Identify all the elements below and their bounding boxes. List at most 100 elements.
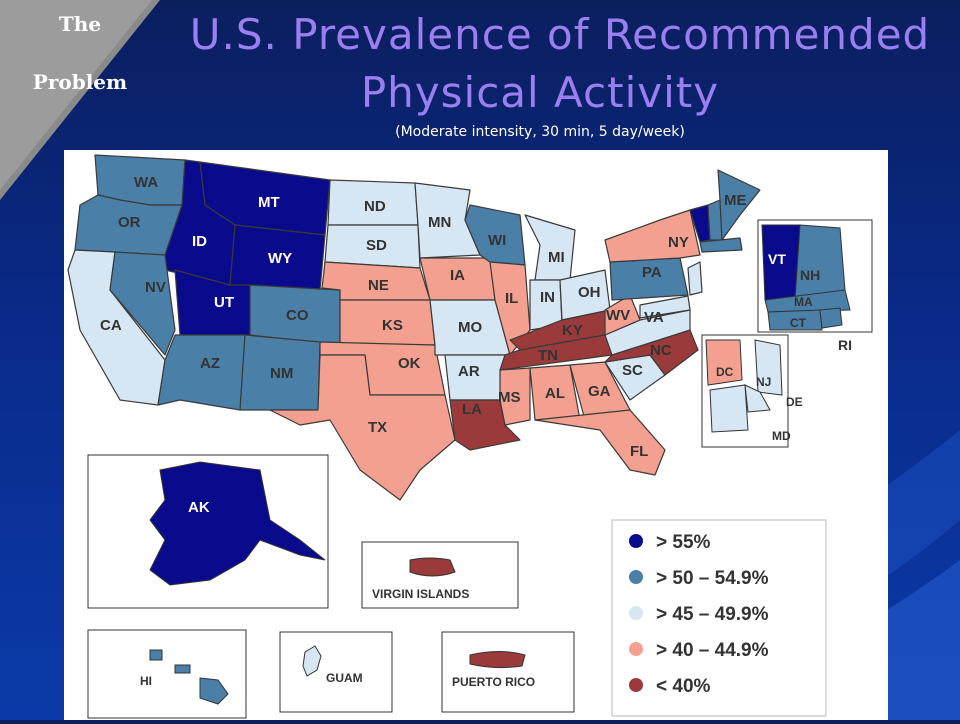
label-ok: OK [398, 355, 421, 372]
state-tx [269, 354, 456, 501]
state-ms [499, 367, 531, 426]
inset-de [744, 384, 771, 413]
label-va: VA [644, 309, 664, 326]
label-ar: AR [458, 363, 480, 380]
page-title-line-2: Physical Activity [360, 68, 720, 117]
label-ia: IA [450, 267, 465, 284]
hawaii-inset: HI [87, 629, 247, 719]
legend-label-1: > 50 – 54.9% [656, 568, 769, 589]
label-nd: ND [364, 198, 386, 215]
corner-tab [0, 0, 160, 200]
label-ut: UT [214, 294, 234, 311]
label-ga: GA [588, 383, 611, 400]
label-ks: KS [382, 317, 403, 334]
state-nj [687, 261, 703, 296]
label-me: ME [724, 192, 747, 209]
legend-swatch-3 [629, 642, 643, 656]
label-oh: OH [578, 284, 601, 301]
us-map: WA OR CA ID NV UT AZ MT WY CO NM ND SD N… [67, 154, 873, 719]
guam-inset: GUAM [279, 631, 393, 713]
label-nc: NC [650, 342, 672, 359]
label-or: OR [118, 214, 141, 231]
label-wy: WY [268, 250, 292, 267]
label-la: LA [462, 401, 482, 418]
label-ne: NE [368, 277, 389, 294]
label-ak: AK [188, 499, 210, 516]
legend: > 55% > 50 – 54.9% > 45 – 49.9% > 40 – 44.9… [611, 519, 827, 717]
label-fl: FL [630, 443, 648, 460]
svg-text:CT: CT [790, 316, 807, 330]
state-hi [149, 649, 229, 705]
label-az: AZ [200, 355, 220, 372]
inset-md [709, 384, 749, 433]
virgin-islands-inset: VIRGIN ISLANDS [361, 541, 519, 609]
label-id: ID [192, 233, 207, 250]
inset-ri [819, 307, 843, 329]
state-fl [534, 409, 666, 476]
svg-text:MD: MD [772, 429, 791, 443]
label-ky: KY [562, 322, 583, 339]
page-subtitle: (Moderate intensity, 30 min, 5 day/week) [395, 124, 685, 140]
northeast-inset: VT NH MA CT RI [757, 219, 873, 353]
state-mi [524, 214, 576, 281]
label-sc: SC [622, 362, 643, 379]
legend-swatch-0 [629, 534, 643, 548]
label-tn: TN [538, 347, 558, 364]
map-panel: WA OR CA ID NV UT AZ MT WY CO NM ND SD N… [64, 150, 888, 720]
label-al: AL [545, 385, 565, 402]
label-mo: MO [458, 319, 482, 336]
label-nv: NV [145, 279, 166, 296]
legend-label-4: < 40% [656, 676, 711, 697]
legend-swatch-2 [629, 606, 643, 620]
state-ny [604, 209, 701, 263]
svg-text:VT: VT [768, 251, 786, 267]
svg-text:NH: NH [800, 267, 820, 283]
page-title-line-1: U.S. Prevalence of Recommended [189, 10, 931, 59]
state-ak [149, 461, 326, 586]
legend-label-3: > 40 – 44.9% [656, 640, 769, 661]
label-guam: GUAM [326, 671, 363, 685]
legend-swatch-4 [629, 678, 643, 692]
label-mt: MT [258, 194, 280, 211]
inset-dc [705, 339, 743, 386]
state-md [639, 295, 691, 319]
puerto-rico-inset: PUERTO RICO [441, 631, 575, 713]
virgin-islands-shape [409, 557, 456, 577]
puerto-rico-shape [469, 651, 526, 669]
state-nv [109, 251, 176, 356]
state-az [157, 334, 246, 411]
alaska-inset: AK [87, 454, 329, 609]
legend-label-2: > 45 – 49.9% [656, 604, 769, 625]
label-nm: NM [270, 365, 293, 382]
label-puerto-rico: PUERTO RICO [452, 675, 535, 689]
label-wv: WV [606, 307, 630, 324]
label-mn: MN [428, 214, 451, 231]
guam-shape [302, 645, 322, 677]
state-ma [699, 237, 743, 253]
label-sd: SD [366, 237, 387, 254]
legend-swatch-1 [629, 570, 643, 584]
label-in: IN [540, 289, 555, 306]
label-co: CO [286, 307, 309, 324]
label-pa: PA [642, 264, 662, 281]
label-tx: TX [368, 419, 387, 436]
svg-text:DC: DC [716, 365, 734, 379]
corner-label-the: The [58, 12, 102, 36]
state-wv [604, 294, 641, 336]
label-wa: WA [134, 174, 158, 191]
state-me [717, 169, 761, 241]
svg-text:NJ: NJ [756, 375, 771, 389]
corner-label-problem: Problem [32, 70, 128, 94]
inset-nj [754, 339, 783, 396]
label-virgin-islands: VIRGIN ISLANDS [372, 587, 469, 601]
svg-text:DE: DE [786, 395, 803, 409]
legend-label-0: > 55% [656, 532, 711, 553]
label-wi: WI [488, 232, 506, 249]
inset-nh [794, 224, 846, 301]
label-mi: MI [548, 249, 565, 266]
midatlantic-inset: DC NJ DE MD [701, 334, 803, 448]
svg-text:RI: RI [838, 337, 852, 353]
label-il: IL [505, 290, 518, 307]
inset-ct [767, 309, 823, 331]
label-ca: CA [100, 317, 122, 334]
